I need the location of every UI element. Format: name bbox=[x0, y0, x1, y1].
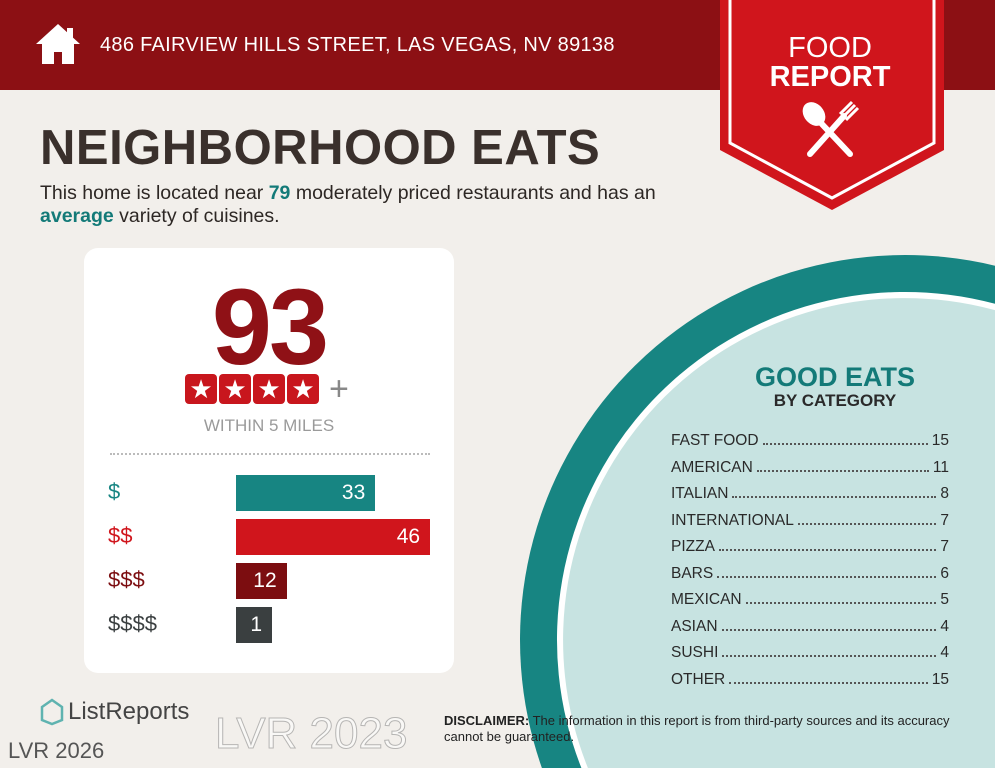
dot-leader bbox=[762, 432, 928, 445]
star-icon: ★ bbox=[185, 374, 217, 404]
bar: 33 bbox=[236, 475, 376, 511]
category-item: FAST FOOD 15 bbox=[671, 432, 949, 450]
category-name: INTERNATIONAL bbox=[671, 511, 794, 529]
bar-label: $$$$ bbox=[108, 611, 157, 636]
category-count: 5 bbox=[940, 591, 949, 608]
category-count: 4 bbox=[940, 644, 949, 661]
category-item: SUSHI 4 bbox=[671, 644, 949, 662]
bar-row: $33 bbox=[84, 475, 454, 511]
category-count: 15 bbox=[931, 432, 949, 449]
category-count: 7 bbox=[940, 538, 949, 555]
category-item: ASIAN 4 bbox=[671, 618, 949, 636]
dot-leader bbox=[797, 512, 937, 525]
good-eats-title: GOOD EATS bbox=[754, 362, 915, 392]
dot-leader bbox=[732, 485, 937, 498]
category-name: OTHER bbox=[671, 670, 726, 688]
watermark-small: LVR 2026 bbox=[8, 738, 105, 763]
category-item: OTHER 15 bbox=[671, 671, 949, 689]
category-count: 4 bbox=[940, 617, 949, 635]
bar-row: $$ 46 bbox=[84, 519, 454, 555]
dot-leader bbox=[729, 671, 928, 684]
dot-leader bbox=[718, 538, 937, 551]
logo-icon bbox=[40, 698, 64, 726]
dot-leader bbox=[756, 459, 929, 472]
logo-text: ListReports bbox=[68, 698, 190, 725]
bar-label: $$$ bbox=[108, 567, 145, 592]
divider bbox=[110, 453, 430, 455]
home-icon bbox=[36, 24, 80, 64]
category-item: MEXICAN 5 bbox=[671, 591, 949, 609]
category-item: PIZZA 7 bbox=[671, 538, 949, 556]
category-count: 11 bbox=[932, 458, 949, 476]
food-report-badge bbox=[720, 0, 944, 210]
category-name: AMERICAN bbox=[671, 458, 753, 476]
bar: 46 bbox=[236, 519, 431, 555]
category-name: ITALIAN bbox=[671, 485, 729, 502]
bar: 12 bbox=[236, 563, 287, 599]
dot-leader bbox=[722, 644, 937, 657]
category-count: 7 bbox=[940, 511, 949, 529]
category-name: BARS bbox=[671, 564, 714, 582]
score-value: 93 bbox=[211, 266, 329, 387]
category-item: BARS 6 bbox=[671, 565, 949, 583]
score-card: 93 ★ ★ ★ ★ + WITHIN 5 MILES $33 $$ 46 $$$ 12 $$$$… bbox=[84, 248, 454, 673]
within-label: WITHIN 5 MILES bbox=[203, 416, 335, 435]
page-title: NEIGHBORHOOD EATS bbox=[40, 121, 601, 175]
star-icon: ★ bbox=[219, 374, 251, 404]
address: 486 FAIRVIEW HILLS STREET, LAS VEGAS, NV… bbox=[100, 34, 615, 56]
bar-row: $$$ 12 bbox=[84, 563, 454, 599]
watermark: LVR 2023 bbox=[214, 709, 408, 758]
category-name: FAST FOOD bbox=[671, 432, 759, 449]
star-icon: ★ bbox=[253, 374, 285, 404]
category-name: PIZZA bbox=[671, 538, 715, 555]
category-name: MEXICAN bbox=[671, 591, 742, 608]
listreports-logo: ListReports bbox=[40, 698, 189, 726]
bar-row: $$$$ 1 bbox=[84, 607, 454, 643]
category-name: ASIAN bbox=[671, 617, 718, 635]
plus-icon: + bbox=[329, 370, 349, 408]
category-item: INTERNATIONAL 7 bbox=[671, 512, 949, 530]
star-rating: ★ ★ ★ ★ + bbox=[185, 370, 349, 408]
dot-leader bbox=[717, 565, 937, 578]
category-count: 6 bbox=[940, 564, 949, 582]
bar-label: $ bbox=[108, 479, 121, 504]
star-icon: ★ bbox=[287, 374, 319, 404]
category-item: ITALIAN 8 bbox=[671, 485, 949, 503]
good-eats-heading: GOOD EATS BY CATEGORY bbox=[700, 362, 970, 411]
dot-leader bbox=[745, 591, 937, 604]
disclaimer: DISCLAIMER: The information in this repo… bbox=[444, 713, 950, 744]
category-item: AMERICAN 11 bbox=[671, 459, 949, 477]
category-count: 15 bbox=[931, 670, 949, 688]
bar-label: $$ bbox=[108, 523, 133, 548]
good-eats-subtitle: BY CATEGORY bbox=[773, 391, 897, 410]
badge-line1: FOOD bbox=[788, 32, 872, 64]
category-count: 8 bbox=[940, 485, 949, 502]
spoon-fork-icon bbox=[802, 100, 860, 157]
dot-leader bbox=[721, 618, 937, 631]
bar: 1 bbox=[236, 607, 272, 643]
subtitle: This home is located near 79 moderately … bbox=[40, 182, 656, 227]
category-name: SUSHI bbox=[671, 644, 719, 661]
badge-line2: REPORT bbox=[769, 61, 891, 93]
